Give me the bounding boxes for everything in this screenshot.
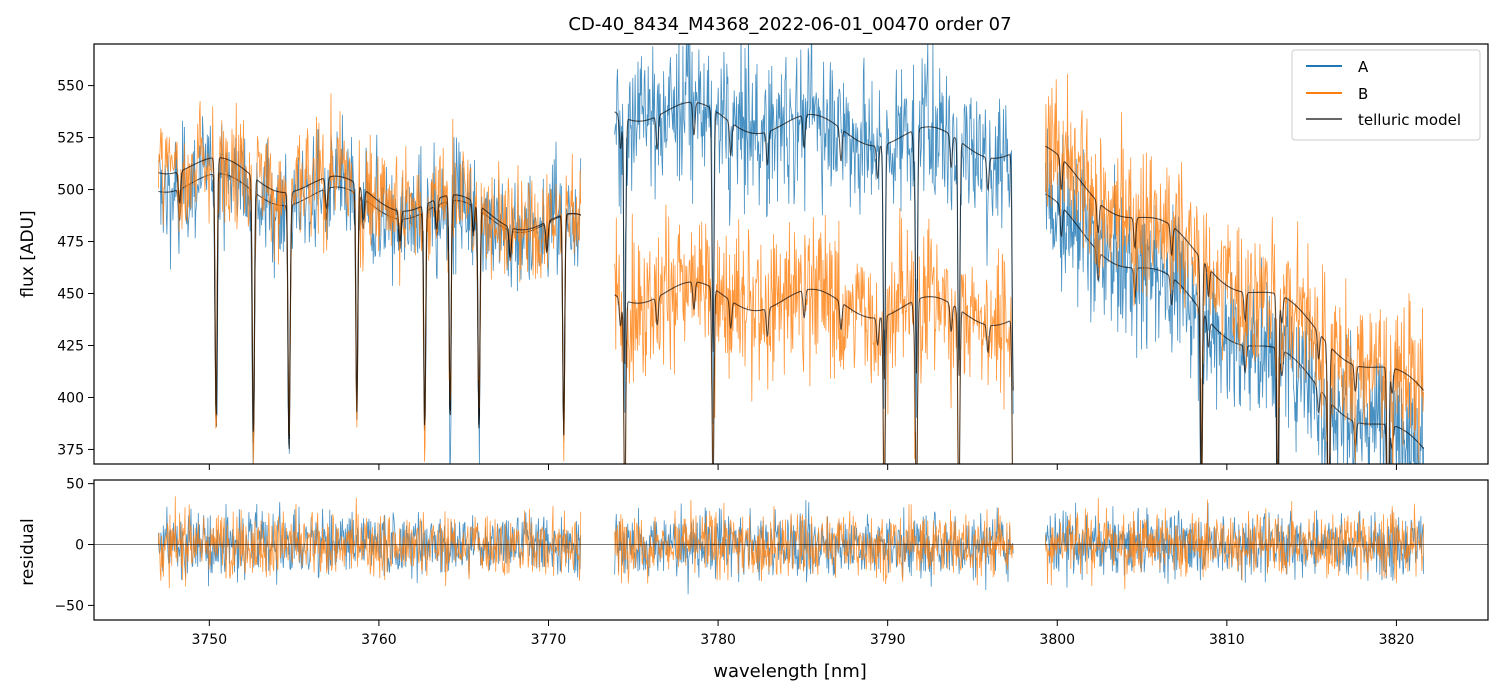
x-axis-label: wavelength [nm]	[713, 661, 867, 682]
residual-axes-frame	[93, 479, 1489, 621]
residual-x-tick-label: 3770	[531, 632, 567, 648]
flux-y-tick-label: 550	[57, 79, 84, 95]
chart-title: CD-40_8434_M4368_2022-06-01_00470 order …	[568, 14, 1011, 35]
residual-y-tick-label: 50	[66, 477, 84, 493]
residual-x-tick-label: 3820	[1379, 632, 1415, 648]
flux-y-tick-label: 475	[57, 235, 84, 251]
residual-x-tick-label: 3810	[1209, 632, 1245, 648]
residual-a-segment-2	[614, 500, 1014, 595]
legend: A B telluric model	[1291, 49, 1481, 141]
residual-x-tick-label: 3800	[1039, 632, 1075, 648]
residual-x-tick-label: 3780	[700, 632, 736, 648]
residual-y-tick-label: 0	[75, 538, 84, 554]
series-b-segment-1	[158, 93, 582, 464]
series-b-segment-2	[614, 204, 1013, 464]
residual-x-ticks: 3750 3760 3770 3780 3790 3800 3810 3820	[191, 620, 1414, 648]
legend-label-telluric: telluric model	[1358, 111, 1461, 129]
series-b-segment-3	[1045, 73, 1424, 464]
residual-y-ticks: −50 0 50	[54, 477, 94, 614]
legend-label-b: B	[1358, 85, 1368, 103]
residual-y-axis-label: residual	[18, 518, 38, 585]
telluric-model-b-segment-2	[614, 281, 1013, 464]
legend-label-a: A	[1358, 58, 1369, 76]
flux-plot-area	[158, 44, 1425, 464]
residual-b-segment-3	[1045, 498, 1424, 590]
residual-b-segment-2	[614, 499, 1014, 586]
telluric-model-a-segment-2	[614, 101, 1014, 391]
telluric-model-b-segment-3	[1045, 145, 1425, 464]
flux-y-tick-label: 500	[57, 183, 84, 199]
flux-y-tick-label: 525	[57, 131, 84, 147]
flux-y-tick-label: 375	[57, 442, 84, 458]
series-a-segment-2	[614, 44, 1014, 425]
residual-plot-area	[94, 496, 1488, 595]
series-a-segment-3	[1045, 128, 1424, 464]
flux-x-ticks	[208, 464, 1397, 470]
flux-y-ticks: 375 400 425 450 475 500 525 550	[57, 79, 94, 458]
flux-y-tick-label: 425	[57, 338, 84, 354]
residual-x-tick-label: 3760	[361, 632, 397, 648]
residual-y-tick-label: −50	[54, 598, 84, 614]
flux-y-axis-label: flux [ADU]	[18, 210, 38, 297]
residual-x-tick-label: 3790	[870, 632, 906, 648]
residual-x-tick-label: 3750	[191, 632, 227, 648]
residual-b-segment-1	[158, 496, 582, 589]
flux-axes-frame	[93, 43, 1489, 465]
legend-box	[1291, 49, 1481, 141]
flux-y-tick-label: 400	[57, 390, 84, 406]
telluric-model-b-segment-1	[158, 157, 582, 440]
flux-y-tick-label: 450	[57, 287, 84, 303]
